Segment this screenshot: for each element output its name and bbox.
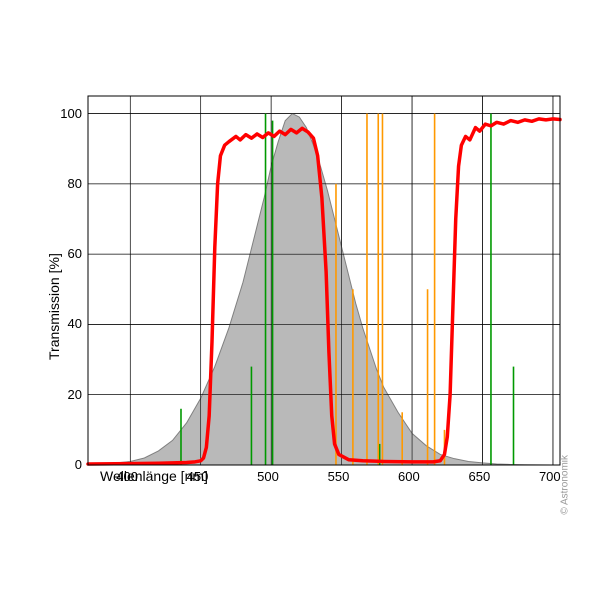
copyright-text: © Astronomik xyxy=(560,455,571,515)
x-tick: 650 xyxy=(469,469,491,484)
chart-svg xyxy=(0,0,600,600)
y-tick: 100 xyxy=(60,106,82,121)
y-axis-label: Transmission [%] xyxy=(46,253,62,360)
x-tick: 700 xyxy=(539,469,561,484)
y-tick: 80 xyxy=(68,176,82,191)
x-tick: 600 xyxy=(398,469,420,484)
x-tick: 400 xyxy=(116,469,138,484)
y-tick: 20 xyxy=(68,387,82,402)
x-tick: 450 xyxy=(187,469,209,484)
y-tick: 0 xyxy=(75,457,82,472)
x-tick: 500 xyxy=(257,469,279,484)
y-tick: 40 xyxy=(68,316,82,331)
chart-frame: { "chart":{ "type":"line", "width":600,"… xyxy=(0,0,600,600)
y-tick: 60 xyxy=(68,246,82,261)
x-tick: 550 xyxy=(328,469,350,484)
